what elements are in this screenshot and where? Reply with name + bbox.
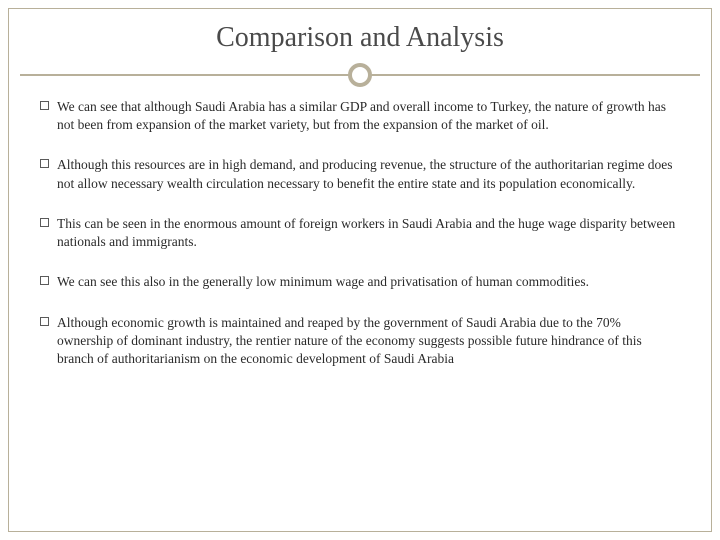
bullet-item: Although economic growth is maintained a…: [40, 314, 680, 369]
bullet-item: This can be seen in the enormous amount …: [40, 215, 680, 251]
slide-title: Comparison and Analysis: [0, 0, 720, 62]
checkbox-icon: [40, 317, 49, 326]
checkbox-icon: [40, 159, 49, 168]
bullet-text: This can be seen in the enormous amount …: [57, 215, 680, 251]
bullet-text: Although economic growth is maintained a…: [57, 314, 680, 369]
bullet-item: We can see this also in the generally lo…: [40, 273, 680, 291]
divider-circle-icon: [348, 63, 372, 87]
bullet-item: We can see that although Saudi Arabia ha…: [40, 98, 680, 134]
bullet-text: Although this resources are in high dema…: [57, 156, 680, 192]
title-divider: [20, 62, 700, 88]
checkbox-icon: [40, 101, 49, 110]
checkbox-icon: [40, 218, 49, 227]
checkbox-icon: [40, 276, 49, 285]
bullet-text: We can see this also in the generally lo…: [57, 273, 680, 291]
content-area: We can see that although Saudi Arabia ha…: [0, 98, 720, 368]
bullet-text: We can see that although Saudi Arabia ha…: [57, 98, 680, 134]
bullet-item: Although this resources are in high dema…: [40, 156, 680, 192]
